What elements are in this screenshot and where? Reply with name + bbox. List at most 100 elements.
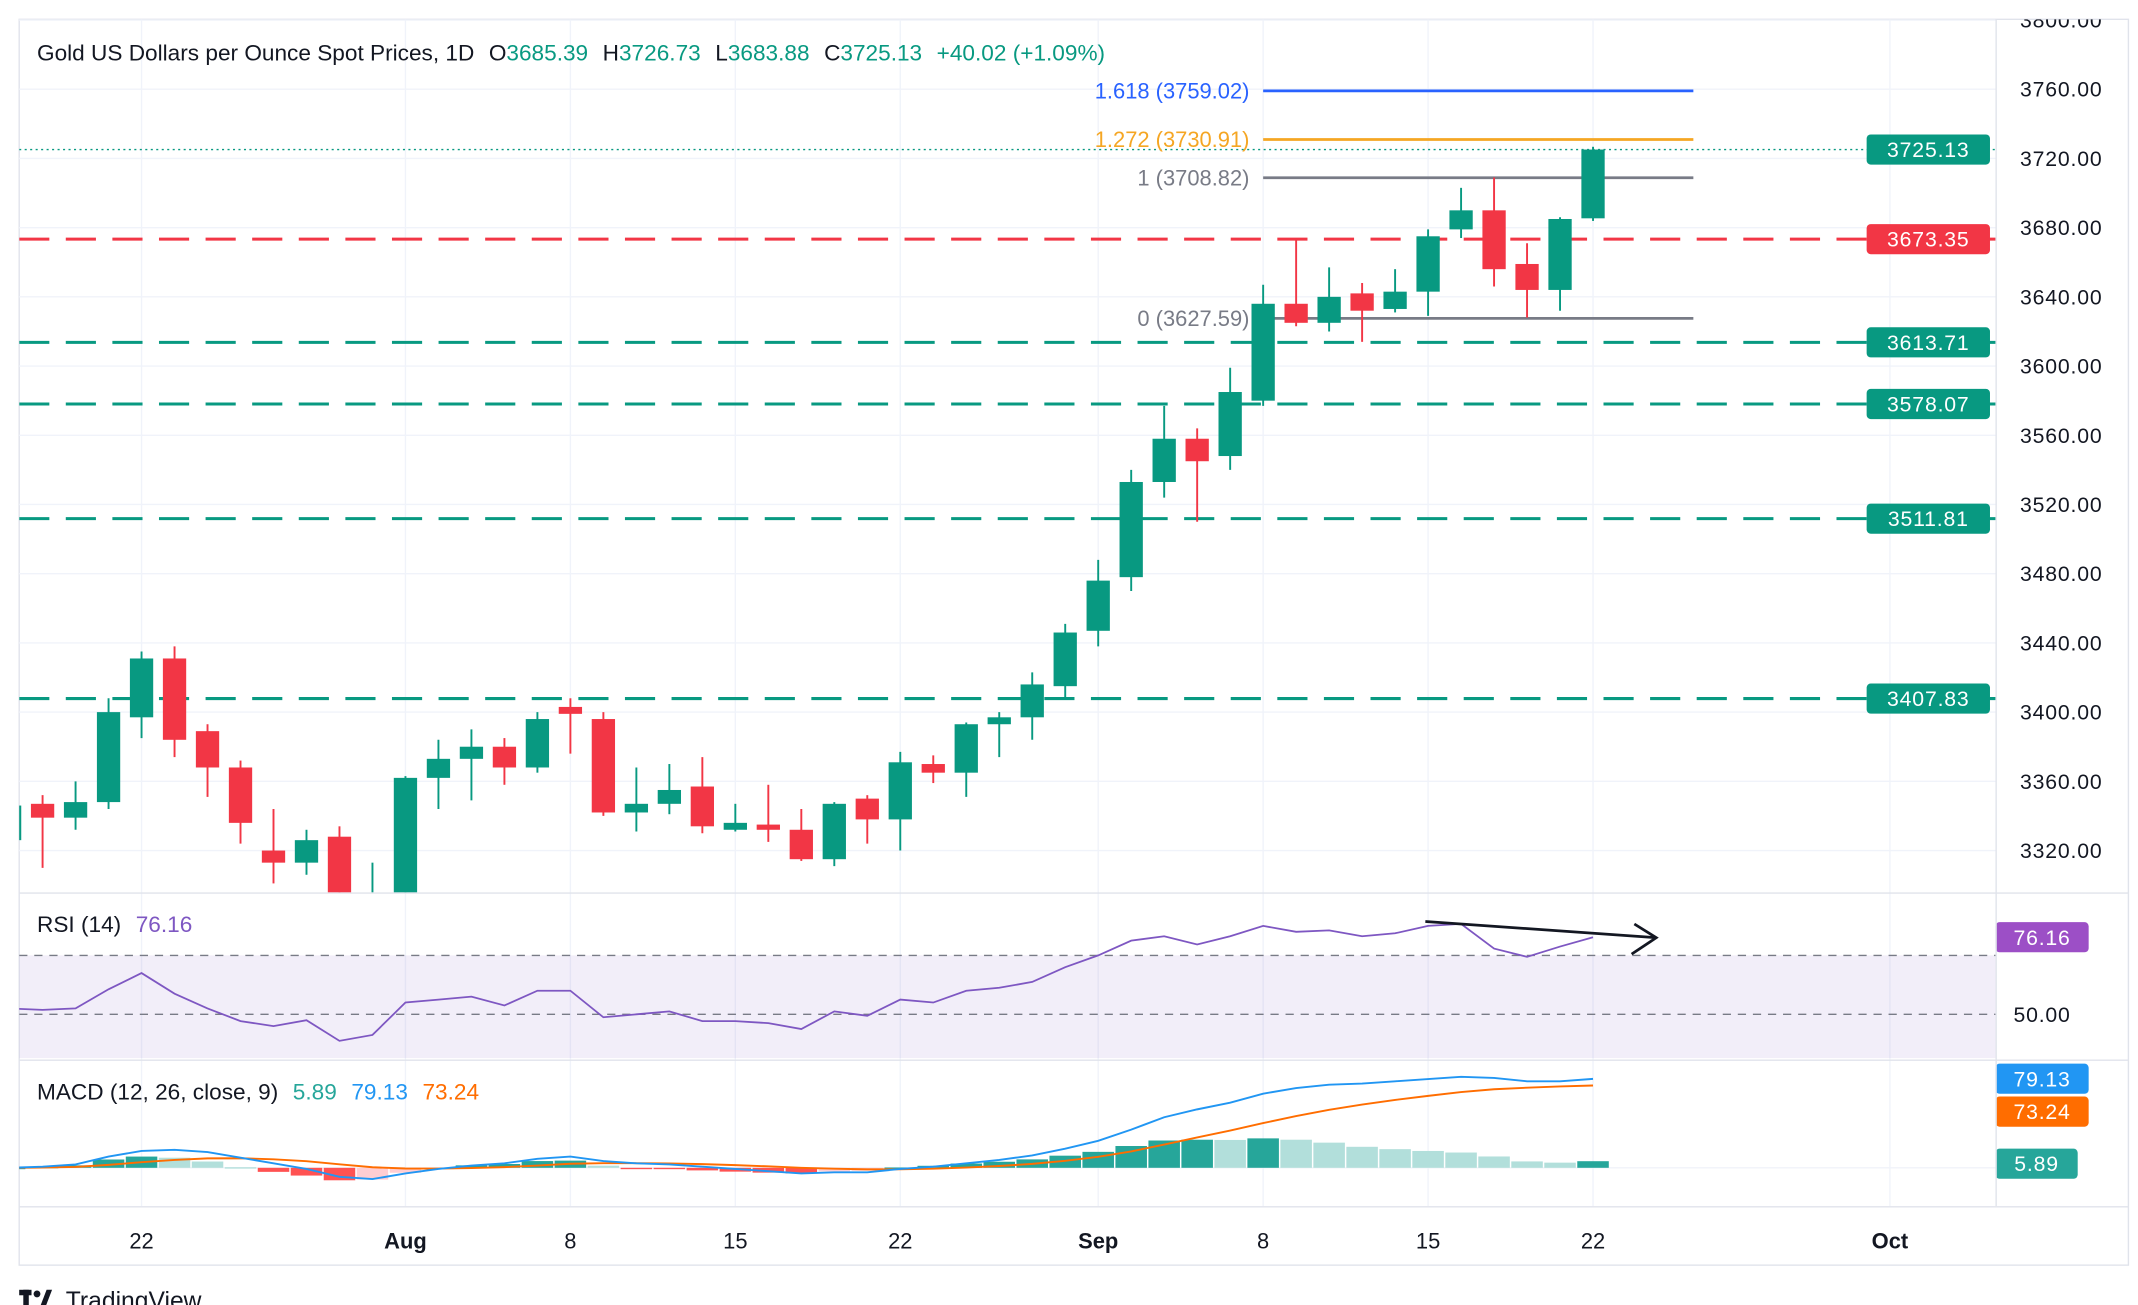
macd-line-badge[interactable]: 79.13 — [1995, 1063, 2089, 1094]
level-price-badge-text: 3511.81 — [1888, 507, 1969, 531]
candle — [459, 729, 484, 801]
symbol-legend[interactable]: Gold US Dollars per Ounce Spot Prices, 1… — [37, 40, 1105, 65]
macd-histogram-bar — [1247, 1138, 1279, 1168]
tradingview-logo[interactable]: TradingView — [19, 1288, 202, 1305]
trend-arrow-shaft — [1425, 920, 1657, 940]
candle — [371, 862, 374, 893]
high-value: 3726.73 — [619, 40, 701, 65]
macd-histogram-badge[interactable]: 5.89 — [1995, 1148, 2078, 1179]
macd-line-badge-text: 79.13 — [2013, 1067, 2070, 1091]
candle-body — [723, 822, 747, 830]
candle-body — [1185, 438, 1209, 462]
candle-body — [393, 777, 418, 893]
candle-body — [1119, 481, 1143, 578]
candle-body — [1284, 303, 1308, 323]
trend-arrow[interactable] — [1425, 920, 1659, 956]
time-tick-label: Sep — [1078, 1229, 1118, 1254]
rsi-line — [19, 922, 1594, 1042]
candle-body — [426, 758, 451, 778]
macd-histogram-bar — [158, 1157, 191, 1168]
macd-histogram-bar — [785, 1167, 818, 1174]
level-price-badge[interactable]: 3578.07 — [1866, 388, 1990, 420]
candle — [1152, 405, 1176, 498]
price-axis[interactable]: 3320.00 3360.00 3400.00 3440.00 3480.00 3520.… — [1866, 9, 2103, 1179]
candle — [1482, 177, 1506, 287]
time-tick-label: 22 — [888, 1229, 912, 1254]
candle-body — [954, 724, 978, 773]
close-label: C — [824, 40, 840, 65]
candle — [195, 724, 220, 797]
candle-body — [63, 802, 88, 818]
macd-histogram-bar — [653, 1167, 686, 1170]
candle — [1350, 283, 1374, 342]
candle — [1548, 217, 1572, 311]
candle — [954, 722, 978, 797]
candle-body — [1350, 293, 1374, 311]
macd-histogram-bar — [1412, 1150, 1444, 1168]
macd-title: MACD (12, 26, close, 9) — [37, 1079, 278, 1104]
candle-body — [1449, 210, 1473, 230]
candle — [624, 767, 649, 832]
candle — [294, 829, 319, 875]
candle-body — [492, 746, 517, 768]
macd-histogram-bar — [1313, 1142, 1345, 1168]
level-price-badge[interactable]: 3407.83 — [1866, 683, 1990, 714]
level-price-badge-bg — [1866, 327, 1990, 358]
candle — [393, 776, 418, 893]
rsi-band — [19, 955, 1996, 1059]
rsi-value: 76.16 — [136, 912, 193, 937]
candle-body — [294, 840, 319, 863]
rsi-axis-label: 50.00 — [2013, 1003, 2070, 1027]
fibonacci-extension[interactable]: 1.618 (3759.02) 1.272 (3730.91) 1 (3708.82… — [1095, 78, 1694, 331]
candle — [690, 757, 714, 834]
candle — [492, 738, 517, 785]
price-tick-label: 3760.00 — [2020, 78, 2103, 102]
price-tick-label: 3440.00 — [2020, 631, 2103, 655]
candle-body — [558, 706, 583, 714]
candle-body — [1416, 236, 1440, 292]
close-value: 3725.13 — [840, 40, 922, 65]
macd-line — [19, 1075, 1594, 1181]
macd-histogram-bar — [620, 1167, 653, 1170]
level-price-badge[interactable]: 3511.81 — [1866, 503, 1990, 534]
horizontal-levels[interactable] — [19, 148, 1996, 701]
current-price-badge[interactable]: 3725.13 — [1866, 134, 1990, 165]
macd-legend[interactable]: MACD (12, 26, close, 9) 5.89 79.13 73.24 — [37, 1079, 479, 1104]
candle — [19, 805, 22, 841]
rsi-legend[interactable]: RSI (14) 76.16 — [37, 912, 192, 937]
candle — [888, 751, 912, 851]
time-tick-label: 15 — [1416, 1229, 1440, 1254]
candle-body — [1218, 392, 1242, 457]
level-price-badge[interactable]: 3673.35 — [1866, 224, 1990, 255]
level-price-badge[interactable]: 3613.71 — [1866, 327, 1990, 358]
candle — [1119, 469, 1143, 591]
macd-histogram-value: 5.89 — [293, 1079, 337, 1104]
macd-histogram-bar — [983, 1161, 1016, 1168]
macd-histogram-bar — [1214, 1139, 1246, 1168]
price-tick-label: 3320.00 — [2020, 839, 2103, 863]
rsi-value-badge[interactable]: 76.16 — [1995, 922, 2089, 953]
candle — [822, 802, 846, 867]
candle — [1449, 187, 1473, 239]
candle — [129, 651, 154, 739]
macd-signal-badge[interactable]: 73.24 — [1995, 1096, 2089, 1127]
macd-line-badge-bg — [1995, 1063, 2089, 1094]
current-price-badge-bg — [1866, 134, 1990, 165]
level-price-badge-bg — [1866, 388, 1990, 420]
time-axis[interactable]: 22 Aug 8 15 22 Sep 8 15 22 Oct — [129, 1229, 1909, 1254]
macd-histogram-bar — [455, 1165, 488, 1168]
macd-histogram-bar — [950, 1163, 983, 1168]
level-price-badge-text: 3613.71 — [1887, 331, 1970, 355]
current-price-badge-text: 3725.13 — [1887, 138, 1970, 162]
price-tick-label: 3800.00 — [2020, 9, 2103, 33]
time-tick-label: 8 — [564, 1229, 576, 1254]
candle — [723, 803, 747, 832]
candle-body — [690, 786, 714, 827]
candle-body — [591, 719, 616, 813]
macd-histogram-bar — [1280, 1139, 1312, 1168]
candle-body — [1317, 296, 1341, 323]
price-axis-labels: 3320.00 3360.00 3400.00 3440.00 3480.00 3520.… — [2020, 9, 2103, 863]
candle-body — [1053, 632, 1077, 687]
candle-body — [19, 805, 22, 841]
